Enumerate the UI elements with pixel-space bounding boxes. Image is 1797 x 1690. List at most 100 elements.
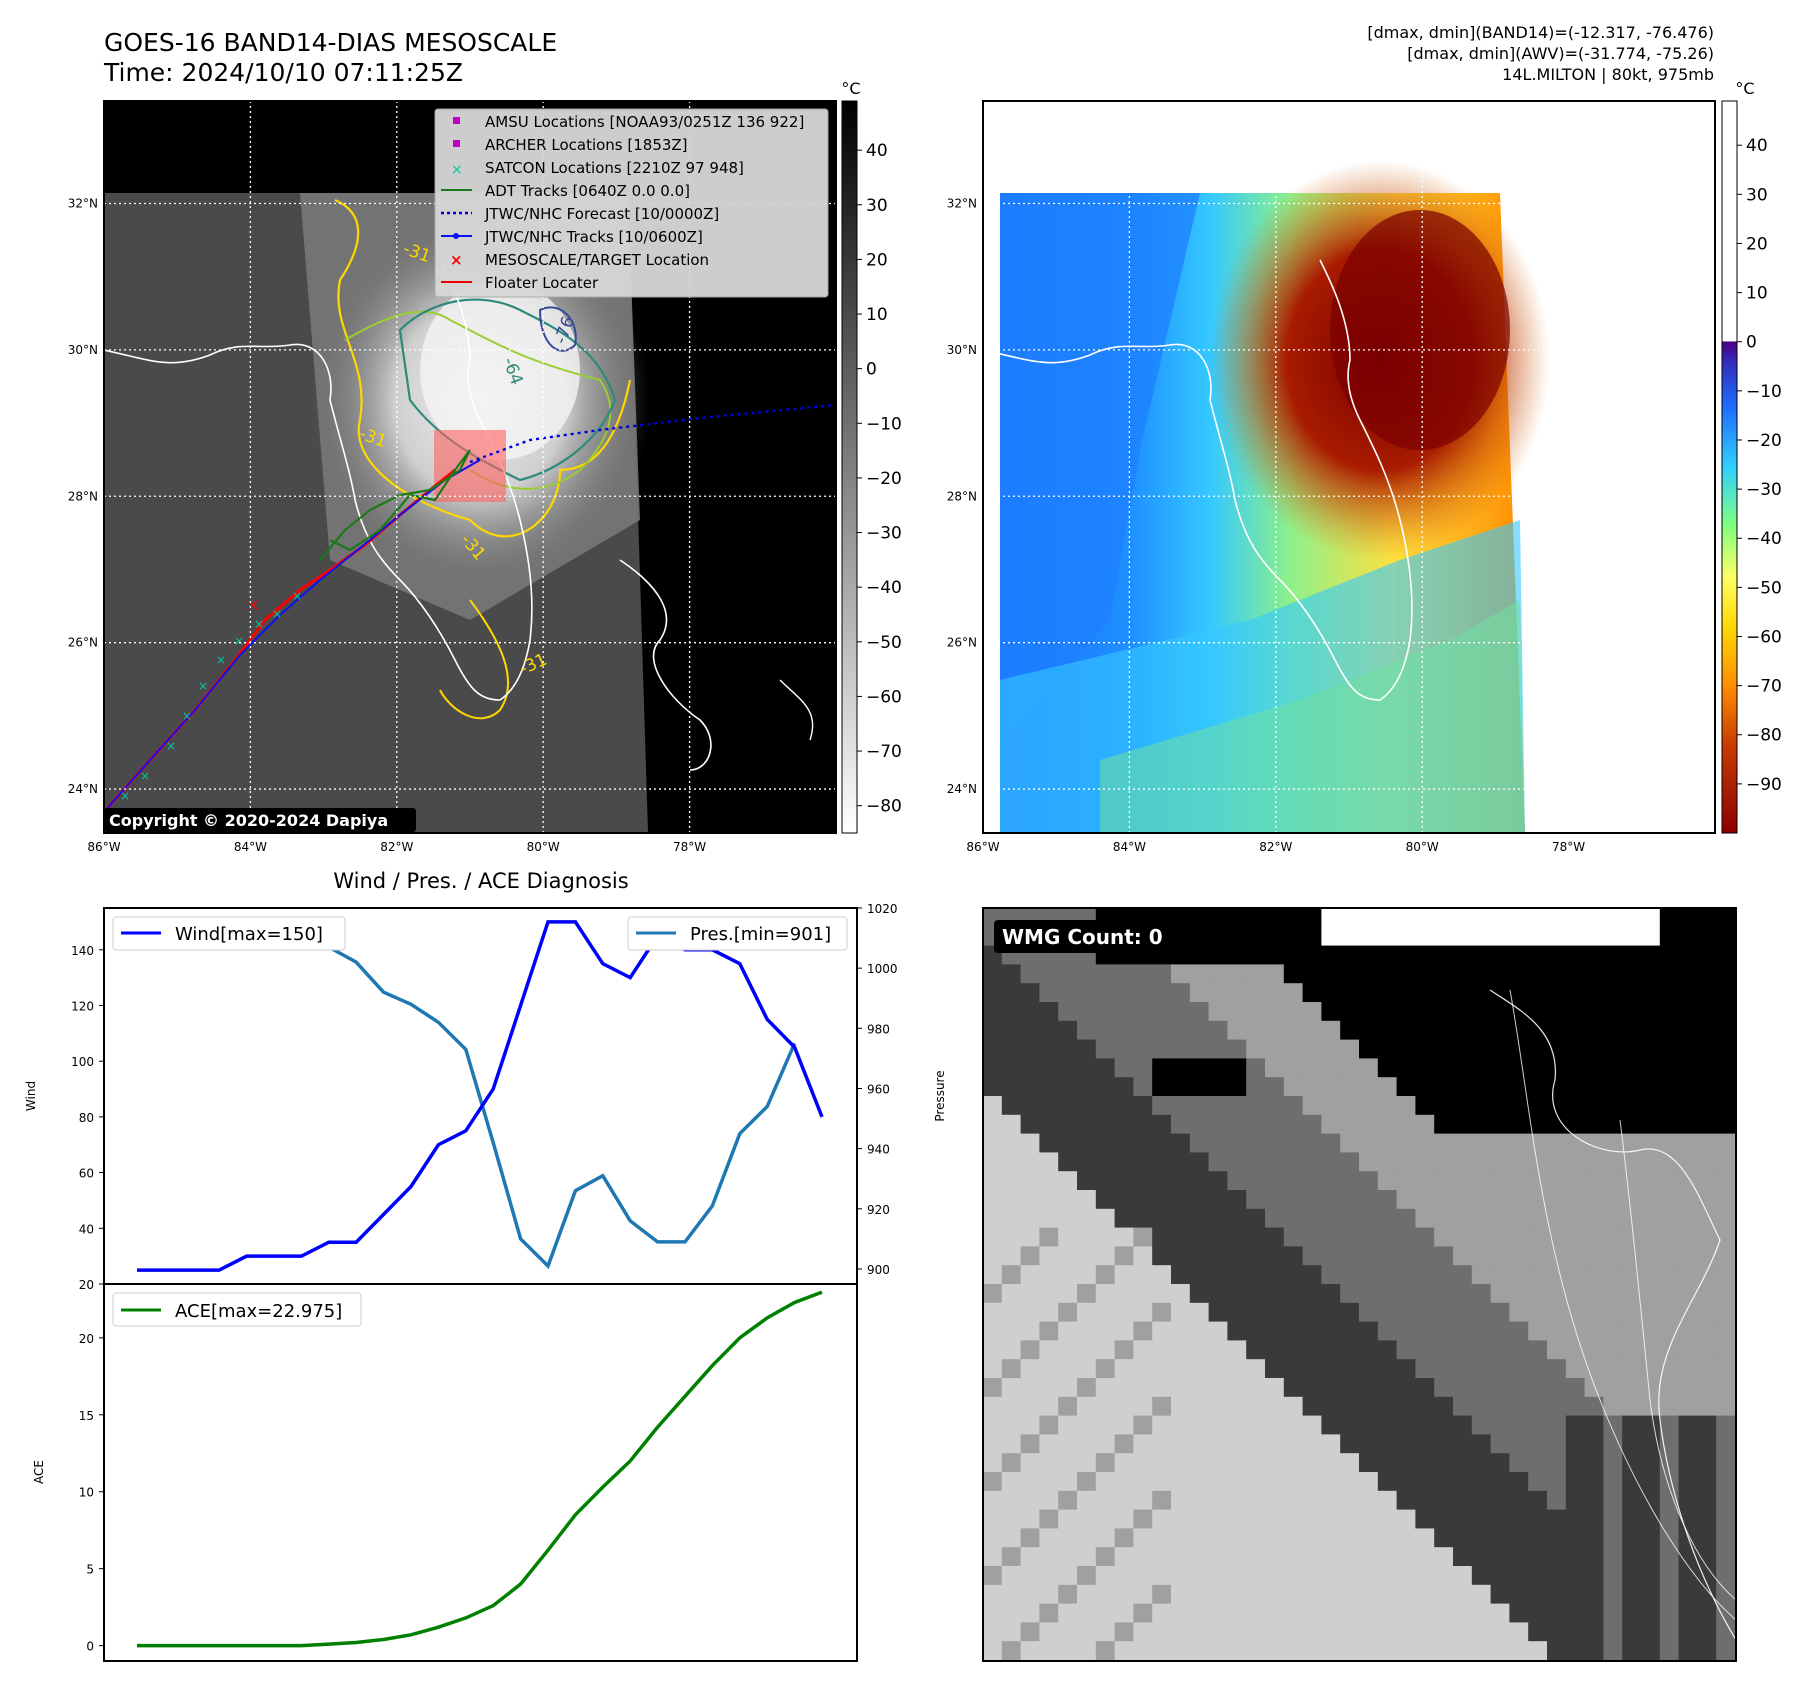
svg-text:×: × xyxy=(216,653,226,667)
colorbar-tick-label: −10 xyxy=(866,414,902,434)
legend-item: JTWC/NHC Tracks [10/0600Z] xyxy=(484,228,703,246)
lat-tick-label: 24°N xyxy=(68,782,98,796)
ace-tick-label: 15 xyxy=(79,1409,94,1423)
lon-tick-label: 80°W xyxy=(527,840,560,854)
lat-tick-label: 30°N xyxy=(68,343,98,357)
ace-tick-label: 10 xyxy=(79,1486,94,1500)
svg-text:×: × xyxy=(254,617,264,631)
ace-legend: ACE[max=22.975] xyxy=(112,1292,362,1327)
figure-title: GOES-16 BAND14-DIAS MESOSCALE xyxy=(104,28,557,57)
colorbar-tick-label: 40 xyxy=(866,141,888,161)
colorbar-tick-label: −80 xyxy=(866,797,902,817)
copyright-box xyxy=(104,808,416,832)
colorbar-tick-label: 0 xyxy=(866,360,877,380)
colorbar-tick-label: −60 xyxy=(866,687,902,707)
wind-tick-label: 40 xyxy=(79,1222,94,1236)
wind-tick-label: 100 xyxy=(71,1055,94,1069)
figure-time: Time: 2024/10/10 07:11:25Z xyxy=(103,58,463,87)
ace-plot: 0 5 10 15 20 xyxy=(79,1290,823,1654)
svg-text:×: × xyxy=(140,769,150,783)
svg-text:×: × xyxy=(198,679,208,693)
colorbar-tick-label: −90 xyxy=(1746,775,1782,795)
colorbar-tick-label: 10 xyxy=(1746,284,1768,304)
wmg-coastline xyxy=(1489,989,1736,1641)
legend-item: JTWC/NHC Forecast [10/0000Z] xyxy=(484,205,719,223)
colorbar-tick-label: 20 xyxy=(866,250,888,270)
svg-text:×: × xyxy=(234,634,244,648)
ace-tick-label: 0 xyxy=(86,1640,94,1654)
awv-stats: [dmax, dmin](AWV)=(-31.774, -75.26) xyxy=(1407,44,1714,63)
wmg-count: WMG Count: 0 xyxy=(1002,925,1163,949)
nhc-forecast-track xyxy=(469,403,836,464)
ir-map-ticks: 86°W 84°W 82°W 80°W 78°W 32°N 30°N 28°N 26°N 24°N xyxy=(68,196,707,854)
ace-line xyxy=(137,1290,823,1648)
wind-tick-label: 140 xyxy=(71,944,94,958)
legend-marker-target: × xyxy=(450,251,463,269)
awv-map-frame xyxy=(982,100,1716,834)
svg-text:×: × xyxy=(120,789,130,803)
pres-tick-label: 940 xyxy=(867,1143,890,1157)
map-legend: AMSU Locations [NOAA93/0251Z 136 922] AR… xyxy=(434,108,829,298)
pres-tick-label: 1000 xyxy=(867,962,898,976)
svg-text:×: × xyxy=(182,709,192,723)
colorbar-tick-label: 10 xyxy=(866,305,888,325)
awv-map-ticks: 86°W 84°W 82°W 80°W 78°W 32°N 30°N 28°N 26°N 24°N xyxy=(947,196,1586,854)
lat-tick-label: 26°N xyxy=(68,636,98,650)
wmg-panel xyxy=(983,908,1736,1661)
wmg-frame xyxy=(982,907,1737,1662)
legend-item: ADT Tracks [0640Z 0.0 0.0] xyxy=(485,182,690,200)
colorbar-tick-label: −80 xyxy=(1746,726,1782,746)
lat-tick-label: 30°N xyxy=(947,343,977,357)
diagnosis-title: Wind / Pres. / ACE Diagnosis xyxy=(333,869,628,893)
pres-tick-label: 980 xyxy=(867,1022,890,1036)
archer-marker: × xyxy=(246,595,259,614)
legend-marker-amsu xyxy=(453,117,460,124)
colorbar-tick-label: −60 xyxy=(1746,627,1782,647)
colorbar-tick-label: 0 xyxy=(1746,333,1757,353)
colorbar-tick-label: 40 xyxy=(1746,136,1768,156)
colorbar-tick-label: −70 xyxy=(866,742,902,762)
colorbar-tick-label: −50 xyxy=(1746,578,1782,598)
colorbar-tick-label: −10 xyxy=(1746,382,1782,402)
ace-axis-label: ACE xyxy=(32,1460,46,1484)
lat-tick-label: 28°N xyxy=(947,489,977,503)
wind-tick-label: 120 xyxy=(71,999,94,1013)
legend-item: MESOSCALE/TARGET Location xyxy=(485,251,709,269)
colorbar-gray-ticks: 40 30 20 10 0 −10 −20 −30 −40 −50 −60 −70 −80 xyxy=(857,141,902,817)
colorbar-tick-label: −30 xyxy=(866,524,902,544)
lon-tick-label: 78°W xyxy=(1552,840,1585,854)
wind-tick-label: 20 xyxy=(79,1278,94,1292)
colorbar-tick-label: 30 xyxy=(866,196,888,216)
lat-tick-label: 28°N xyxy=(68,489,98,503)
pres-tick-label: 920 xyxy=(867,1203,890,1217)
pres-legend: Pres.[min=901] xyxy=(627,916,848,951)
pres-legend-label: Pres.[min=901] xyxy=(690,924,831,945)
ace-legend-label: ACE[max=22.975] xyxy=(175,1301,342,1322)
contour-yellow xyxy=(334,198,632,538)
pressure-axis-label: Pressure xyxy=(933,1070,947,1121)
ace-tick-label: 5 xyxy=(86,1563,94,1577)
ir-map-frame xyxy=(103,100,837,834)
lon-tick-label: 80°W xyxy=(1406,840,1439,854)
colorbar-tick-label: −40 xyxy=(866,578,902,598)
wind-axis-label: Wind xyxy=(24,1081,38,1111)
colorbar-gray xyxy=(841,100,858,834)
wind-tick-label: 60 xyxy=(79,1167,94,1181)
colorbar-color-ticks: 40 30 20 10 0 −10 −20 −30 −40 −50 −60 −70 −80 −90 xyxy=(1737,136,1782,795)
awv-map-gridlines xyxy=(982,101,1715,833)
colorbar-color xyxy=(1721,100,1738,834)
lat-tick-label: 32°N xyxy=(947,196,977,210)
colorbar-tick-label: −70 xyxy=(1746,677,1782,697)
wind-tick-label: 80 xyxy=(79,1111,94,1125)
lat-tick-label: 32°N xyxy=(68,196,98,210)
adt-track xyxy=(319,449,471,561)
legend-marker-archer xyxy=(453,140,460,147)
colorbar-tick-label: 20 xyxy=(1746,234,1768,254)
colorbar-tick-label: −20 xyxy=(1746,431,1782,451)
ace-tick-label: 20 xyxy=(79,1332,94,1346)
awv-map-panel xyxy=(983,101,1715,833)
lon-tick-label: 82°W xyxy=(380,840,413,854)
svg-text:×: × xyxy=(166,739,176,753)
coastline xyxy=(104,259,533,701)
